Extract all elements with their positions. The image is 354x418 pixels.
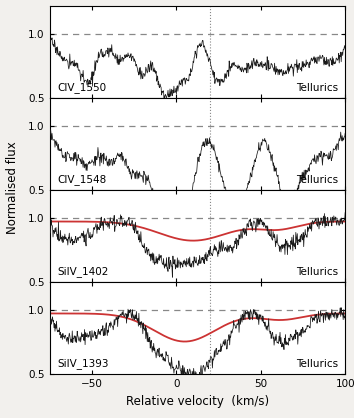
Text: Tellurics: Tellurics	[296, 267, 338, 277]
Text: SiIV_1393: SiIV_1393	[57, 358, 108, 369]
X-axis label: Relative velocity  (km/s): Relative velocity (km/s)	[126, 395, 269, 408]
Text: CIV_1550: CIV_1550	[57, 82, 106, 93]
Text: Tellurics: Tellurics	[296, 359, 338, 369]
Text: Tellurics: Tellurics	[296, 175, 338, 185]
Text: CIV_1548: CIV_1548	[57, 174, 106, 185]
Text: Tellurics: Tellurics	[296, 83, 338, 93]
Text: SiIV_1402: SiIV_1402	[57, 266, 108, 277]
Text: Normalised flux: Normalised flux	[6, 142, 19, 234]
